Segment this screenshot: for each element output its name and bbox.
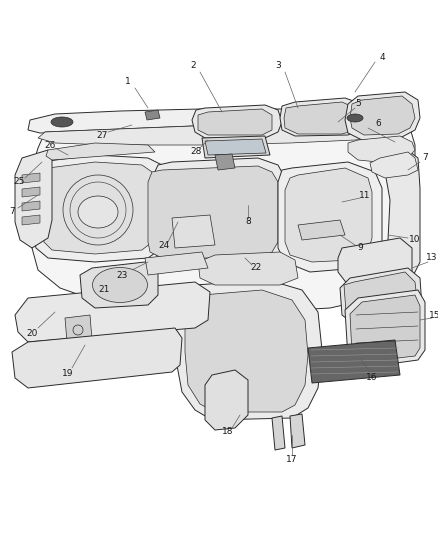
Polygon shape	[198, 252, 298, 285]
Polygon shape	[290, 414, 305, 448]
Polygon shape	[22, 187, 40, 197]
Polygon shape	[205, 370, 248, 430]
Text: 4: 4	[379, 52, 385, 61]
Polygon shape	[15, 282, 210, 342]
Polygon shape	[148, 166, 278, 258]
Polygon shape	[32, 155, 168, 262]
Polygon shape	[278, 162, 382, 272]
Polygon shape	[12, 328, 182, 388]
Polygon shape	[192, 105, 282, 138]
Ellipse shape	[347, 114, 363, 122]
Polygon shape	[350, 295, 420, 362]
Polygon shape	[202, 136, 270, 158]
Text: 26: 26	[44, 141, 56, 149]
Text: 10: 10	[409, 236, 421, 245]
Text: 8: 8	[245, 217, 251, 227]
Text: 20: 20	[26, 328, 38, 337]
Text: 19: 19	[62, 369, 74, 378]
Text: 5: 5	[355, 99, 361, 108]
Text: 1: 1	[125, 77, 131, 86]
Text: 7: 7	[422, 154, 428, 163]
Text: 27: 27	[96, 131, 108, 140]
Text: 3: 3	[275, 61, 281, 69]
Text: 11: 11	[359, 191, 371, 200]
Text: 23: 23	[117, 271, 128, 279]
Polygon shape	[345, 92, 420, 140]
Polygon shape	[152, 158, 288, 265]
Text: 6: 6	[375, 118, 381, 127]
Polygon shape	[284, 102, 358, 134]
Text: 24: 24	[159, 241, 170, 251]
Polygon shape	[215, 154, 235, 170]
Text: 15: 15	[429, 311, 438, 319]
Polygon shape	[280, 98, 368, 136]
Polygon shape	[340, 268, 422, 325]
Polygon shape	[15, 150, 52, 248]
Polygon shape	[285, 168, 372, 262]
Polygon shape	[344, 272, 418, 320]
Polygon shape	[175, 280, 322, 420]
Polygon shape	[185, 290, 308, 412]
Polygon shape	[65, 315, 92, 342]
Text: 17: 17	[286, 456, 298, 464]
Polygon shape	[350, 96, 415, 135]
Text: 25: 25	[13, 177, 25, 187]
Polygon shape	[22, 201, 40, 211]
Polygon shape	[348, 136, 415, 162]
Text: 22: 22	[251, 263, 261, 272]
Polygon shape	[370, 152, 418, 178]
Polygon shape	[38, 118, 410, 145]
Polygon shape	[172, 215, 215, 248]
Ellipse shape	[51, 117, 73, 127]
Text: 16: 16	[366, 374, 378, 383]
Ellipse shape	[78, 196, 118, 228]
Polygon shape	[40, 162, 156, 254]
Text: 18: 18	[222, 427, 234, 437]
Polygon shape	[145, 110, 160, 120]
Text: 9: 9	[357, 244, 363, 253]
Polygon shape	[30, 118, 415, 312]
Text: 28: 28	[191, 148, 201, 157]
Polygon shape	[338, 238, 412, 295]
Polygon shape	[22, 215, 40, 225]
Polygon shape	[355, 148, 420, 288]
Polygon shape	[22, 173, 40, 183]
Polygon shape	[205, 139, 266, 155]
Polygon shape	[145, 252, 208, 275]
Polygon shape	[46, 143, 155, 160]
Text: 7: 7	[9, 207, 15, 216]
Ellipse shape	[92, 268, 148, 303]
Polygon shape	[298, 220, 345, 240]
Polygon shape	[80, 262, 158, 308]
Polygon shape	[28, 109, 390, 133]
Text: 13: 13	[426, 254, 438, 262]
Text: 21: 21	[98, 286, 110, 295]
Polygon shape	[272, 416, 285, 450]
Polygon shape	[345, 290, 425, 368]
Polygon shape	[198, 109, 272, 135]
Polygon shape	[308, 340, 400, 383]
Text: 2: 2	[190, 61, 196, 69]
